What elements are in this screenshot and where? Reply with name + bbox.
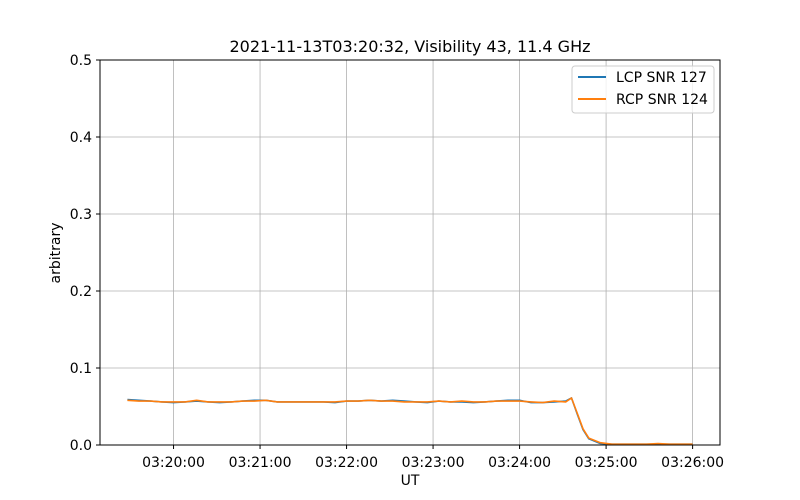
chart-title: 2021-11-13T03:20:32, Visibility 43, 11.4… — [230, 37, 591, 56]
y-tick-label: 0.0 — [70, 438, 92, 454]
series-line-lcp — [127, 397, 693, 446]
legend-label-rcp: RCP SNR 124 — [616, 92, 708, 108]
y-axis-label: arbitrary — [48, 223, 64, 284]
series-line-rcp — [127, 397, 693, 446]
x-tick-label: 03:25:00 — [575, 455, 638, 471]
y-tick-label: 0.5 — [70, 53, 92, 69]
x-axis-label: UT — [401, 473, 420, 489]
x-tick-label: 03:23:00 — [402, 455, 465, 471]
x-tick-label: 03:21:00 — [229, 455, 292, 471]
x-tick-label: 03:24:00 — [488, 455, 551, 471]
legend: LCP SNR 127 RCP SNR 124 — [571, 65, 715, 114]
y-tick-label: 0.2 — [70, 284, 92, 300]
y-tick-label: 0.1 — [70, 361, 92, 377]
legend-label-lcp: LCP SNR 127 — [616, 70, 707, 86]
x-tick-label: 03:20:00 — [142, 455, 205, 471]
axis-ticks: 03:20:00 03:21:00 03:22:00 03:23:00 03:24:00… — [70, 53, 724, 471]
plot-frame — [99, 59, 721, 446]
x-tick-label: 03:26:00 — [661, 455, 724, 471]
y-tick-label: 0.3 — [70, 207, 92, 223]
grid — [100, 59, 720, 446]
y-tick-label: 0.4 — [70, 130, 92, 146]
series-lines — [127, 397, 693, 446]
legend-box — [571, 65, 715, 114]
x-tick-label: 03:22:00 — [315, 455, 378, 471]
